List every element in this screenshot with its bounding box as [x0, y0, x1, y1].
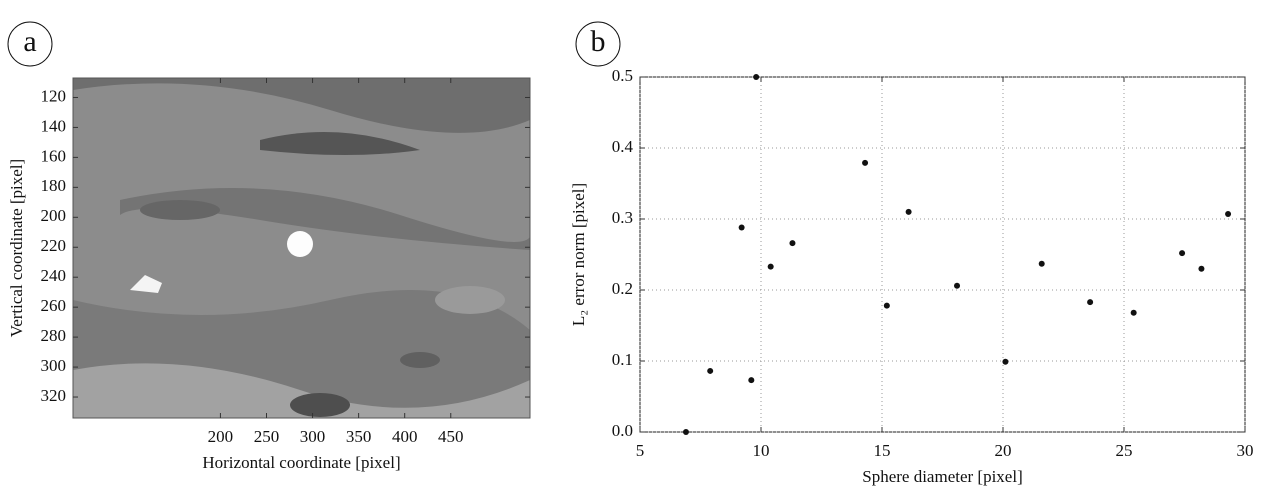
x-tick-label: 350 — [346, 427, 372, 446]
x-tick-label: 20 — [995, 441, 1012, 460]
data-point — [738, 224, 745, 231]
data-point — [1130, 309, 1137, 316]
data-point — [1225, 211, 1232, 218]
x-tick-label: 15 — [874, 441, 891, 460]
y-tick-label: 0.1 — [612, 350, 633, 369]
axes-frame — [72, 77, 531, 419]
x-tick-label: 300 — [300, 427, 326, 446]
x-tick-label: 10 — [753, 441, 770, 460]
data-point — [1002, 358, 1009, 365]
data-point — [1038, 260, 1045, 267]
panel-letter: a — [23, 25, 36, 58]
x-tick-label: 25 — [1116, 441, 1133, 460]
data-point — [1198, 265, 1205, 272]
y-tick-label: 0.2 — [612, 279, 633, 298]
x-tick-label: 400 — [392, 427, 418, 446]
x-axis-label: Sphere diameter [pixel] — [862, 467, 1023, 486]
y-tick-label: 0.4 — [612, 137, 634, 156]
panel-letter: b — [591, 25, 606, 58]
y-tick-label: 160 — [41, 146, 67, 165]
x-tick-label: 250 — [254, 427, 280, 446]
x-tick-label: 30 — [1237, 441, 1254, 460]
y-tick-label: 120 — [41, 86, 67, 105]
data-point — [753, 74, 760, 80]
y-tick-label: 280 — [41, 326, 67, 345]
data-point — [789, 240, 796, 247]
data-point — [954, 282, 961, 289]
y-tick-label: 300 — [41, 356, 67, 375]
y-tick-label: 320 — [41, 386, 67, 405]
data-point — [707, 367, 714, 374]
x-tick-label: 200 — [208, 427, 234, 446]
axes-frame — [639, 76, 1246, 433]
y-tick-label: 200 — [41, 206, 67, 225]
y-tick-label: 260 — [41, 296, 67, 315]
data-point — [883, 302, 890, 309]
data-point — [748, 377, 755, 384]
x-tick-label: 5 — [636, 441, 645, 460]
panel-badge — [575, 21, 621, 67]
x-tick-label: 450 — [438, 427, 464, 446]
data-point — [767, 263, 774, 270]
terrain-photo — [73, 78, 530, 418]
y-tick-label: 180 — [41, 176, 67, 195]
y-tick-label: 0.3 — [612, 208, 633, 227]
data-point — [1179, 250, 1186, 257]
data-point — [862, 159, 869, 166]
data-point — [905, 208, 912, 215]
y-axis-label: Vertical coordinate [pixel] — [7, 159, 26, 337]
y-tick-label: 0.5 — [612, 66, 633, 85]
data-point — [682, 429, 689, 435]
panel-badge — [7, 21, 53, 67]
y-axis-label: L₂ error norm [pixel] — [569, 183, 588, 326]
y-tick-label: 240 — [41, 266, 67, 285]
y-tick-label: 140 — [41, 116, 67, 135]
y-tick-label: 220 — [41, 236, 67, 255]
y-tick-label: 0.0 — [612, 421, 633, 440]
x-axis-label: Horizontal coordinate [pixel] — [202, 453, 400, 472]
data-point — [1087, 299, 1094, 306]
